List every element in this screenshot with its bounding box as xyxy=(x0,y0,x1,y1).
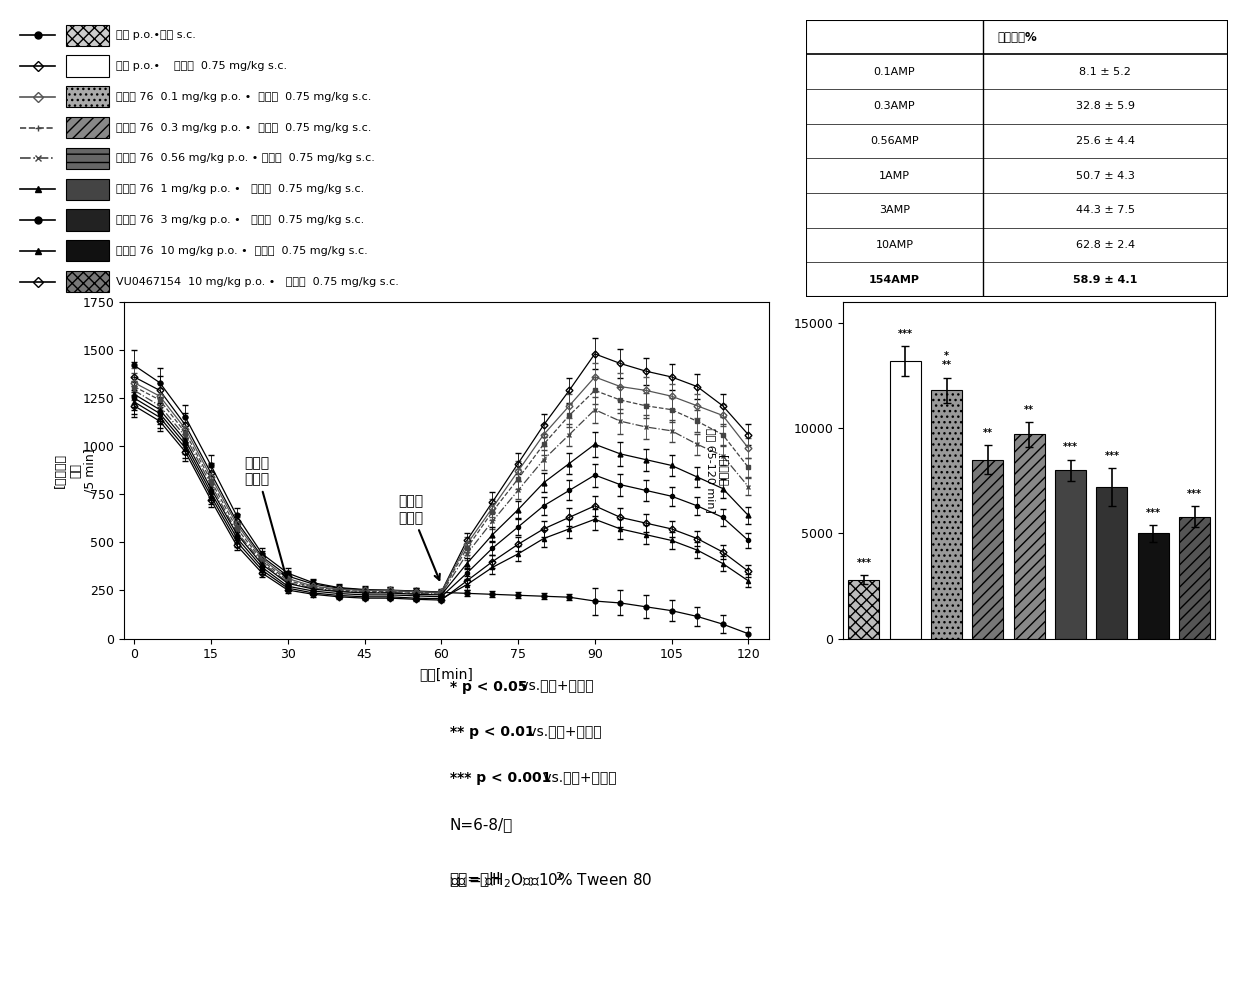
Text: 化合物 76  10 mg/kg p.o. •  苯丙胺  0.75 mg/kg s.c.: 化合物 76 10 mg/kg p.o. • 苯丙胺 0.75 mg/kg s.… xyxy=(117,246,368,255)
Text: VU0467154  10 mg/kg p.o. •   苯丙胺  0.75 mg/kg s.c.: VU0467154 10 mg/kg p.o. • 苯丙胺 0.75 mg/kg… xyxy=(117,276,399,286)
Bar xyxy=(1055,470,1086,639)
Text: 载体 p.o.•载体 s.c.: 载体 p.o.•载体 s.c. xyxy=(117,31,196,41)
Y-axis label: [光束中断
行为
/5 min]: [光束中断 行为 /5 min] xyxy=(55,447,97,493)
Bar xyxy=(890,361,920,639)
Text: ***: *** xyxy=(857,558,872,568)
Bar xyxy=(1138,534,1168,639)
Text: vs.载体+苯丙胺: vs.载体+苯丙胺 xyxy=(523,726,601,740)
Text: * p < 0.05: * p < 0.05 xyxy=(450,679,527,694)
Y-axis label: [光束中断
行为 65-120 min]: [光束中断 行为 65-120 min] xyxy=(707,428,728,513)
Text: 32.8 ± 5.9: 32.8 ± 5.9 xyxy=(1076,101,1135,112)
Text: ** p < 0.01: ** p < 0.01 xyxy=(450,726,534,740)
Text: 25.6 ± 4.4: 25.6 ± 4.4 xyxy=(1076,136,1135,147)
Text: 化合物 76  0.1 mg/kg p.o. •  苯丙胺  0.75 mg/kg s.c.: 化合物 76 0.1 mg/kg p.o. • 苯丙胺 0.75 mg/kg s… xyxy=(117,92,372,102)
Text: 62.8 ± 2.4: 62.8 ± 2.4 xyxy=(1076,240,1135,250)
Text: vs.载体+苯丙胺: vs.载体+苯丙胺 xyxy=(539,771,618,785)
Text: 3AMP: 3AMP xyxy=(879,205,910,216)
Text: 化合物 76  0.56 mg/kg p.o. • 苯丙胺  0.75 mg/kg s.c.: 化合物 76 0.56 mg/kg p.o. • 苯丙胺 0.75 mg/kg … xyxy=(117,153,374,163)
Text: 2: 2 xyxy=(556,871,562,882)
Text: **: ** xyxy=(983,428,993,438)
Text: 1AMP: 1AMP xyxy=(879,170,910,181)
Text: 化合物 76  3 mg/kg p.o. •   苯丙胺  0.75 mg/kg s.c.: 化合物 76 3 mg/kg p.o. • 苯丙胺 0.75 mg/kg s.c… xyxy=(117,215,365,225)
Text: ***: *** xyxy=(1187,489,1202,499)
Bar xyxy=(66,241,109,261)
Text: ***: *** xyxy=(1063,443,1078,452)
Bar xyxy=(931,390,962,639)
Bar xyxy=(1179,517,1210,639)
Bar xyxy=(66,25,109,46)
Text: *
**: * ** xyxy=(941,351,951,370)
Text: 8.1 ± 5.2: 8.1 ± 5.2 xyxy=(1079,66,1131,77)
Text: 载体或
化合物: 载体或 化合物 xyxy=(244,456,288,578)
Text: 154AMP: 154AMP xyxy=(869,274,920,285)
Text: *** p < 0.001: *** p < 0.001 xyxy=(450,771,551,785)
Bar xyxy=(66,271,109,292)
Text: 0.56AMP: 0.56AMP xyxy=(870,136,919,147)
Bar xyxy=(66,210,109,231)
Text: N=6-8/组: N=6-8/组 xyxy=(450,817,513,832)
Bar xyxy=(1096,487,1127,639)
Text: 0.1AMP: 0.1AMP xyxy=(874,66,915,77)
Bar xyxy=(66,55,109,76)
Text: $\mathrm{载体=在H_2O中的10\%\ Tween\ 80}$: $\mathrm{载体=在H_2O中的10\%\ Tween\ 80}$ xyxy=(450,871,652,890)
Text: 10AMP: 10AMP xyxy=(875,240,914,250)
Text: ***: *** xyxy=(1146,508,1161,518)
Bar xyxy=(848,579,879,639)
Text: 化合物 76  1 mg/kg p.o. •   苯丙胺  0.75 mg/kg s.c.: 化合物 76 1 mg/kg p.o. • 苯丙胺 0.75 mg/kg s.c… xyxy=(117,184,365,194)
Bar xyxy=(66,148,109,169)
Text: ***: *** xyxy=(898,329,913,339)
Text: 58.9 ± 4.1: 58.9 ± 4.1 xyxy=(1073,274,1137,285)
Bar xyxy=(66,86,109,107)
Text: 载体 p.o.•    苯丙胺  0.75 mg/kg s.c.: 载体 p.o.• 苯丙胺 0.75 mg/kg s.c. xyxy=(117,61,288,71)
Text: 0.3AMP: 0.3AMP xyxy=(874,101,915,112)
Text: **: ** xyxy=(1024,405,1034,415)
Text: 平均逆转%: 平均逆转% xyxy=(997,31,1037,44)
Text: 载体或
苯丙胺: 载体或 苯丙胺 xyxy=(398,495,440,580)
Text: 载体=在H: 载体=在H xyxy=(450,871,501,887)
Text: 50.7 ± 4.3: 50.7 ± 4.3 xyxy=(1076,170,1135,181)
Text: vs.载体+苯丙胺: vs.载体+苯丙胺 xyxy=(516,679,594,694)
Bar xyxy=(66,117,109,139)
Bar xyxy=(66,178,109,200)
Text: 化合物 76  0.3 mg/kg p.o. •  苯丙胺  0.75 mg/kg s.c.: 化合物 76 0.3 mg/kg p.o. • 苯丙胺 0.75 mg/kg s… xyxy=(117,123,372,133)
Bar xyxy=(972,459,1003,639)
X-axis label: 时间[min]: 时间[min] xyxy=(419,667,474,681)
Bar xyxy=(1014,435,1044,639)
Text: ***: *** xyxy=(1105,450,1120,460)
Text: 44.3 ± 7.5: 44.3 ± 7.5 xyxy=(1076,205,1135,216)
